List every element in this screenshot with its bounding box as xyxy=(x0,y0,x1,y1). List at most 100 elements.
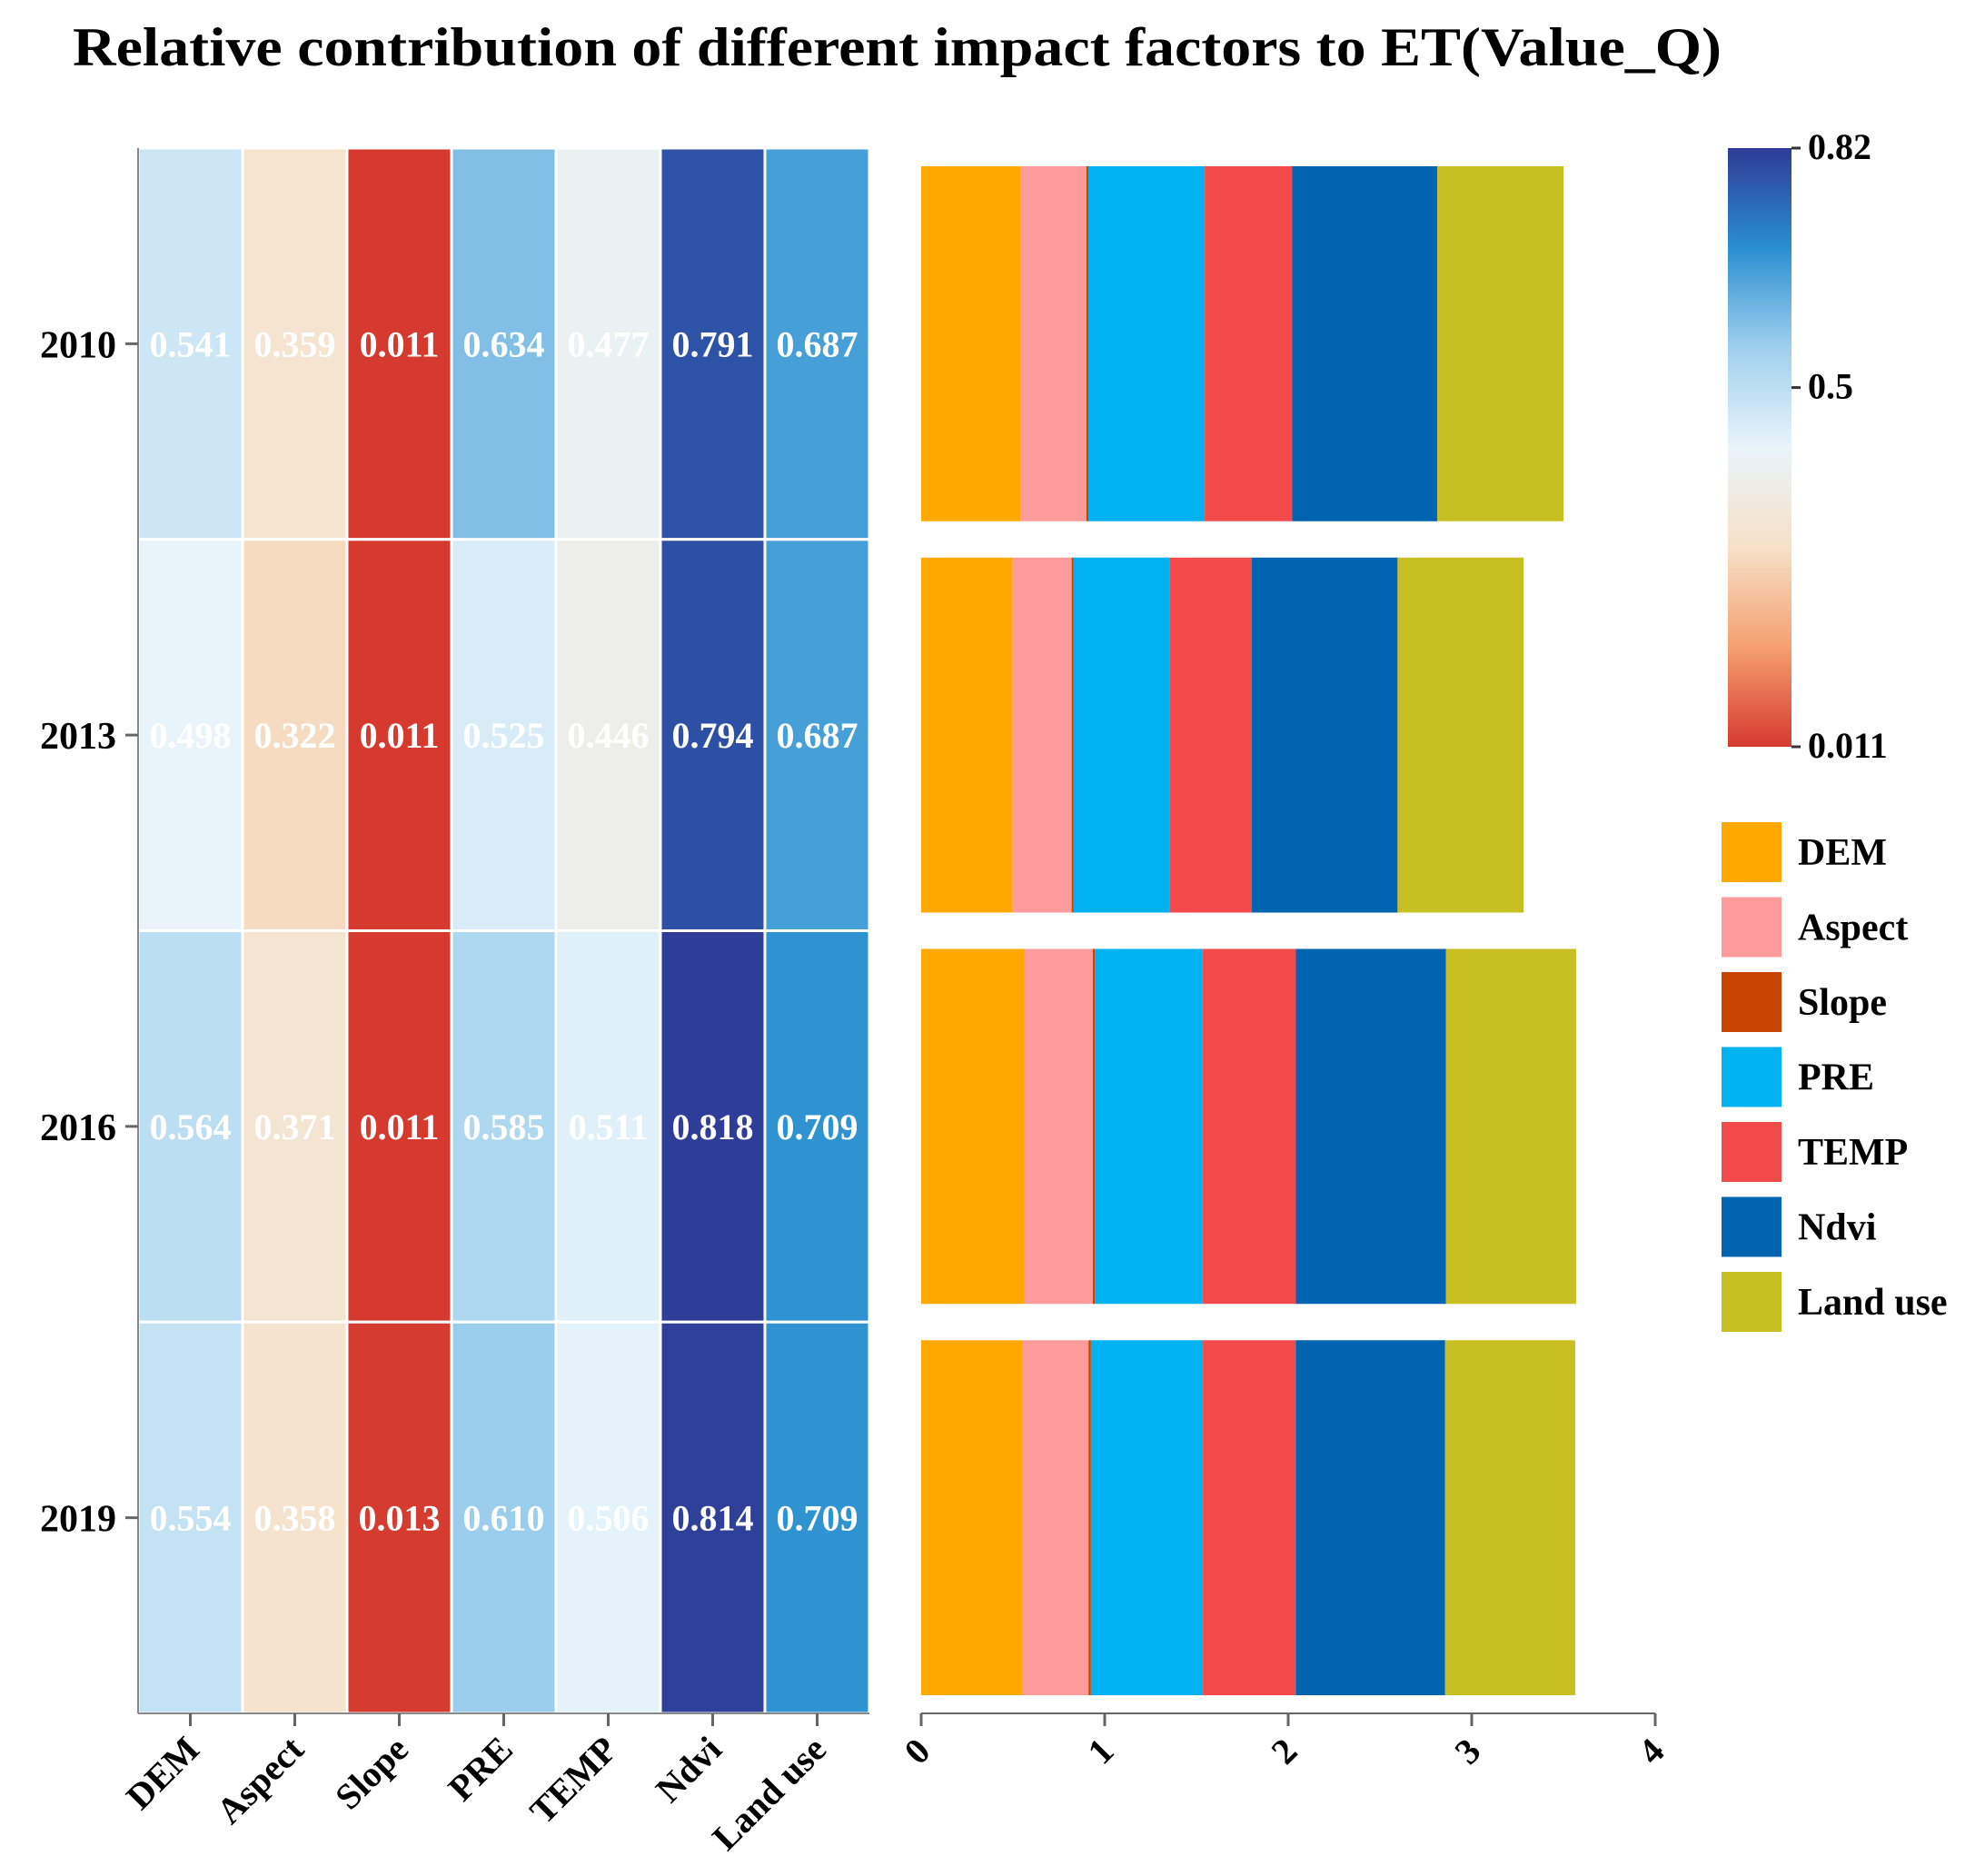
heatmap-cell-label: 0.818 xyxy=(672,1107,754,1147)
heatmap-cell-2016-pre xyxy=(450,929,558,1324)
heatmap-cell-label: 0.446 xyxy=(568,715,650,756)
heatmap-cell-2013-slope xyxy=(345,538,453,932)
legend-swatch-dem xyxy=(1722,822,1781,882)
heatmap-cell-label: 0.011 xyxy=(360,323,440,364)
bar-x-tick-label: 3 xyxy=(1446,1731,1488,1772)
heatmap: 0.541 0.359 0.011 0.634 0.477 0.791 0.687 0.498… xyxy=(136,146,871,1715)
stacked-bar-chart xyxy=(921,166,1576,1695)
heatmap-cell-2016-land-use xyxy=(763,929,871,1324)
x-tick-label: Land use xyxy=(704,1729,834,1859)
heatmap-cell-label: 0.541 xyxy=(150,323,232,364)
colorbar-tick-label: 0.011 xyxy=(1808,725,1888,766)
heatmap-cell-label: 0.359 xyxy=(254,323,336,364)
heatmap-cell-label: 0.564 xyxy=(150,1107,232,1147)
bar-x-tick-label: 4 xyxy=(1630,1731,1672,1772)
x-tick-label: Aspect xyxy=(208,1728,312,1831)
bar-segment-2016-slope xyxy=(1092,948,1096,1305)
bar-segment-2013-slope xyxy=(1071,557,1074,913)
heatmap-cell-label: 0.554 xyxy=(150,1498,232,1539)
y-tick-label: 2013 xyxy=(40,716,116,758)
chart-title: Relative contribution of different impac… xyxy=(73,17,1722,77)
heatmap-cell-2019-ndvi xyxy=(659,1320,767,1715)
legend-swatch-ndvi xyxy=(1722,1196,1781,1257)
heatmap-cell-2013-land-use xyxy=(763,538,871,932)
colorbar-tick-label: 0.5 xyxy=(1808,366,1853,407)
bar-segment-2013-pre xyxy=(1073,557,1170,913)
y-tick-label: 2010 xyxy=(40,324,116,366)
legend-label-slope: Slope xyxy=(1798,982,1887,1024)
heatmap-cell-2010-aspect xyxy=(241,146,349,541)
heatmap-cell-label: 0.585 xyxy=(463,1107,545,1147)
legend-swatch-pre xyxy=(1722,1047,1781,1107)
heatmap-cell-2016-temp xyxy=(554,929,662,1324)
x-tick-label: DEM xyxy=(118,1729,207,1818)
legend-label-pre: PRE xyxy=(1798,1057,1874,1099)
colorbar-gradient xyxy=(1728,148,1791,747)
bar-segment-2010-temp xyxy=(1205,166,1293,521)
x-tick-label: PRE xyxy=(440,1729,520,1809)
bar-segment-2016-dem xyxy=(921,948,1025,1305)
heatmap-cell-label: 0.506 xyxy=(568,1498,650,1539)
bar-segment-2010-pre xyxy=(1088,166,1206,521)
bar-segment-2010-dem xyxy=(921,166,1021,521)
heatmap-cell-label: 0.709 xyxy=(777,1107,858,1147)
heatmap-cell-label: 0.709 xyxy=(777,1498,858,1539)
heatmap-cell-label: 0.687 xyxy=(777,715,858,756)
x-tick-label: Slope xyxy=(327,1729,416,1818)
heatmap-cell-2019-dem xyxy=(136,1320,244,1715)
y-tick-label: 2016 xyxy=(40,1107,116,1149)
legend-label-ndvi: Ndvi xyxy=(1798,1207,1877,1249)
bar-segment-2016-aspect xyxy=(1024,948,1093,1305)
bar-segment-2013-ndvi xyxy=(1252,557,1398,913)
bar-x-tick-label: 1 xyxy=(1079,1731,1121,1772)
bar-segment-2016-land-use xyxy=(1445,948,1576,1305)
bar-segment-2013-dem xyxy=(921,557,1013,913)
heatmap-cell-label: 0.687 xyxy=(777,323,858,364)
bar-segment-2010-ndvi xyxy=(1292,166,1438,521)
heatmap-cell-label: 0.011 xyxy=(360,715,440,756)
bar-segment-2019-aspect xyxy=(1022,1340,1089,1695)
bar-segment-2016-temp xyxy=(1202,948,1296,1305)
legend-label-land-use: Land use xyxy=(1798,1282,1948,1324)
heatmap-cell-2019-aspect xyxy=(241,1320,349,1715)
heatmap-cell-label: 0.013 xyxy=(359,1498,441,1539)
heatmap-cell-2010-slope xyxy=(345,146,453,541)
bar-segment-2016-ndvi xyxy=(1295,948,1446,1305)
heatmap-cell-label: 0.498 xyxy=(150,715,232,756)
bar-segment-2019-slope xyxy=(1088,1340,1091,1695)
bar-segment-2013-aspect xyxy=(1012,557,1072,913)
heatmap-cell-label: 0.525 xyxy=(463,715,545,756)
heatmap-cell-label: 0.011 xyxy=(360,1107,440,1147)
y-tick-label: 2019 xyxy=(40,1499,116,1541)
heatmap-cell-2019-land-use xyxy=(763,1320,871,1715)
heatmap-cell-label: 0.477 xyxy=(568,323,650,364)
x-tick-label: TEMP xyxy=(521,1729,625,1832)
bar-segment-2010-slope xyxy=(1086,166,1089,521)
heatmap-cell-2013-temp xyxy=(554,538,662,932)
legend-label-dem: DEM xyxy=(1798,832,1887,874)
heatmap-cell-2016-slope xyxy=(345,929,453,1324)
bar-segment-2019-temp xyxy=(1203,1340,1296,1695)
legend-swatch-slope xyxy=(1722,972,1781,1032)
heatmap-cell-label: 0.794 xyxy=(672,715,754,756)
colorbar-tick-label: 0.82 xyxy=(1808,126,1871,167)
bar-segment-2016-pre xyxy=(1095,948,1203,1305)
bar-segment-2019-land-use xyxy=(1444,1340,1575,1695)
colorbar: 0.82 0.5 0.011 xyxy=(1728,126,1888,766)
legend-label-aspect: Aspect xyxy=(1798,908,1908,949)
heatmap-cell-label: 0.358 xyxy=(254,1498,336,1539)
heatmap-cell-2016-aspect xyxy=(241,929,349,1324)
legend-swatch-land-use xyxy=(1722,1272,1781,1332)
bar-segment-2013-land-use xyxy=(1397,557,1524,913)
heatmap-cell-2010-dem xyxy=(136,146,244,541)
heatmap-cell-2016-ndvi xyxy=(659,929,767,1324)
heatmap-cell-label: 0.791 xyxy=(672,323,754,364)
x-tick-label: Ndvi xyxy=(648,1729,729,1811)
heatmap-cell-label: 0.511 xyxy=(569,1107,649,1147)
legend-label-temp: TEMP xyxy=(1798,1132,1908,1174)
bar-segment-2019-ndvi xyxy=(1295,1340,1445,1695)
heatmap-cell-label: 0.371 xyxy=(254,1107,336,1147)
heatmap-cell-label: 0.814 xyxy=(672,1498,754,1539)
bar-segment-2019-dem xyxy=(921,1340,1023,1695)
